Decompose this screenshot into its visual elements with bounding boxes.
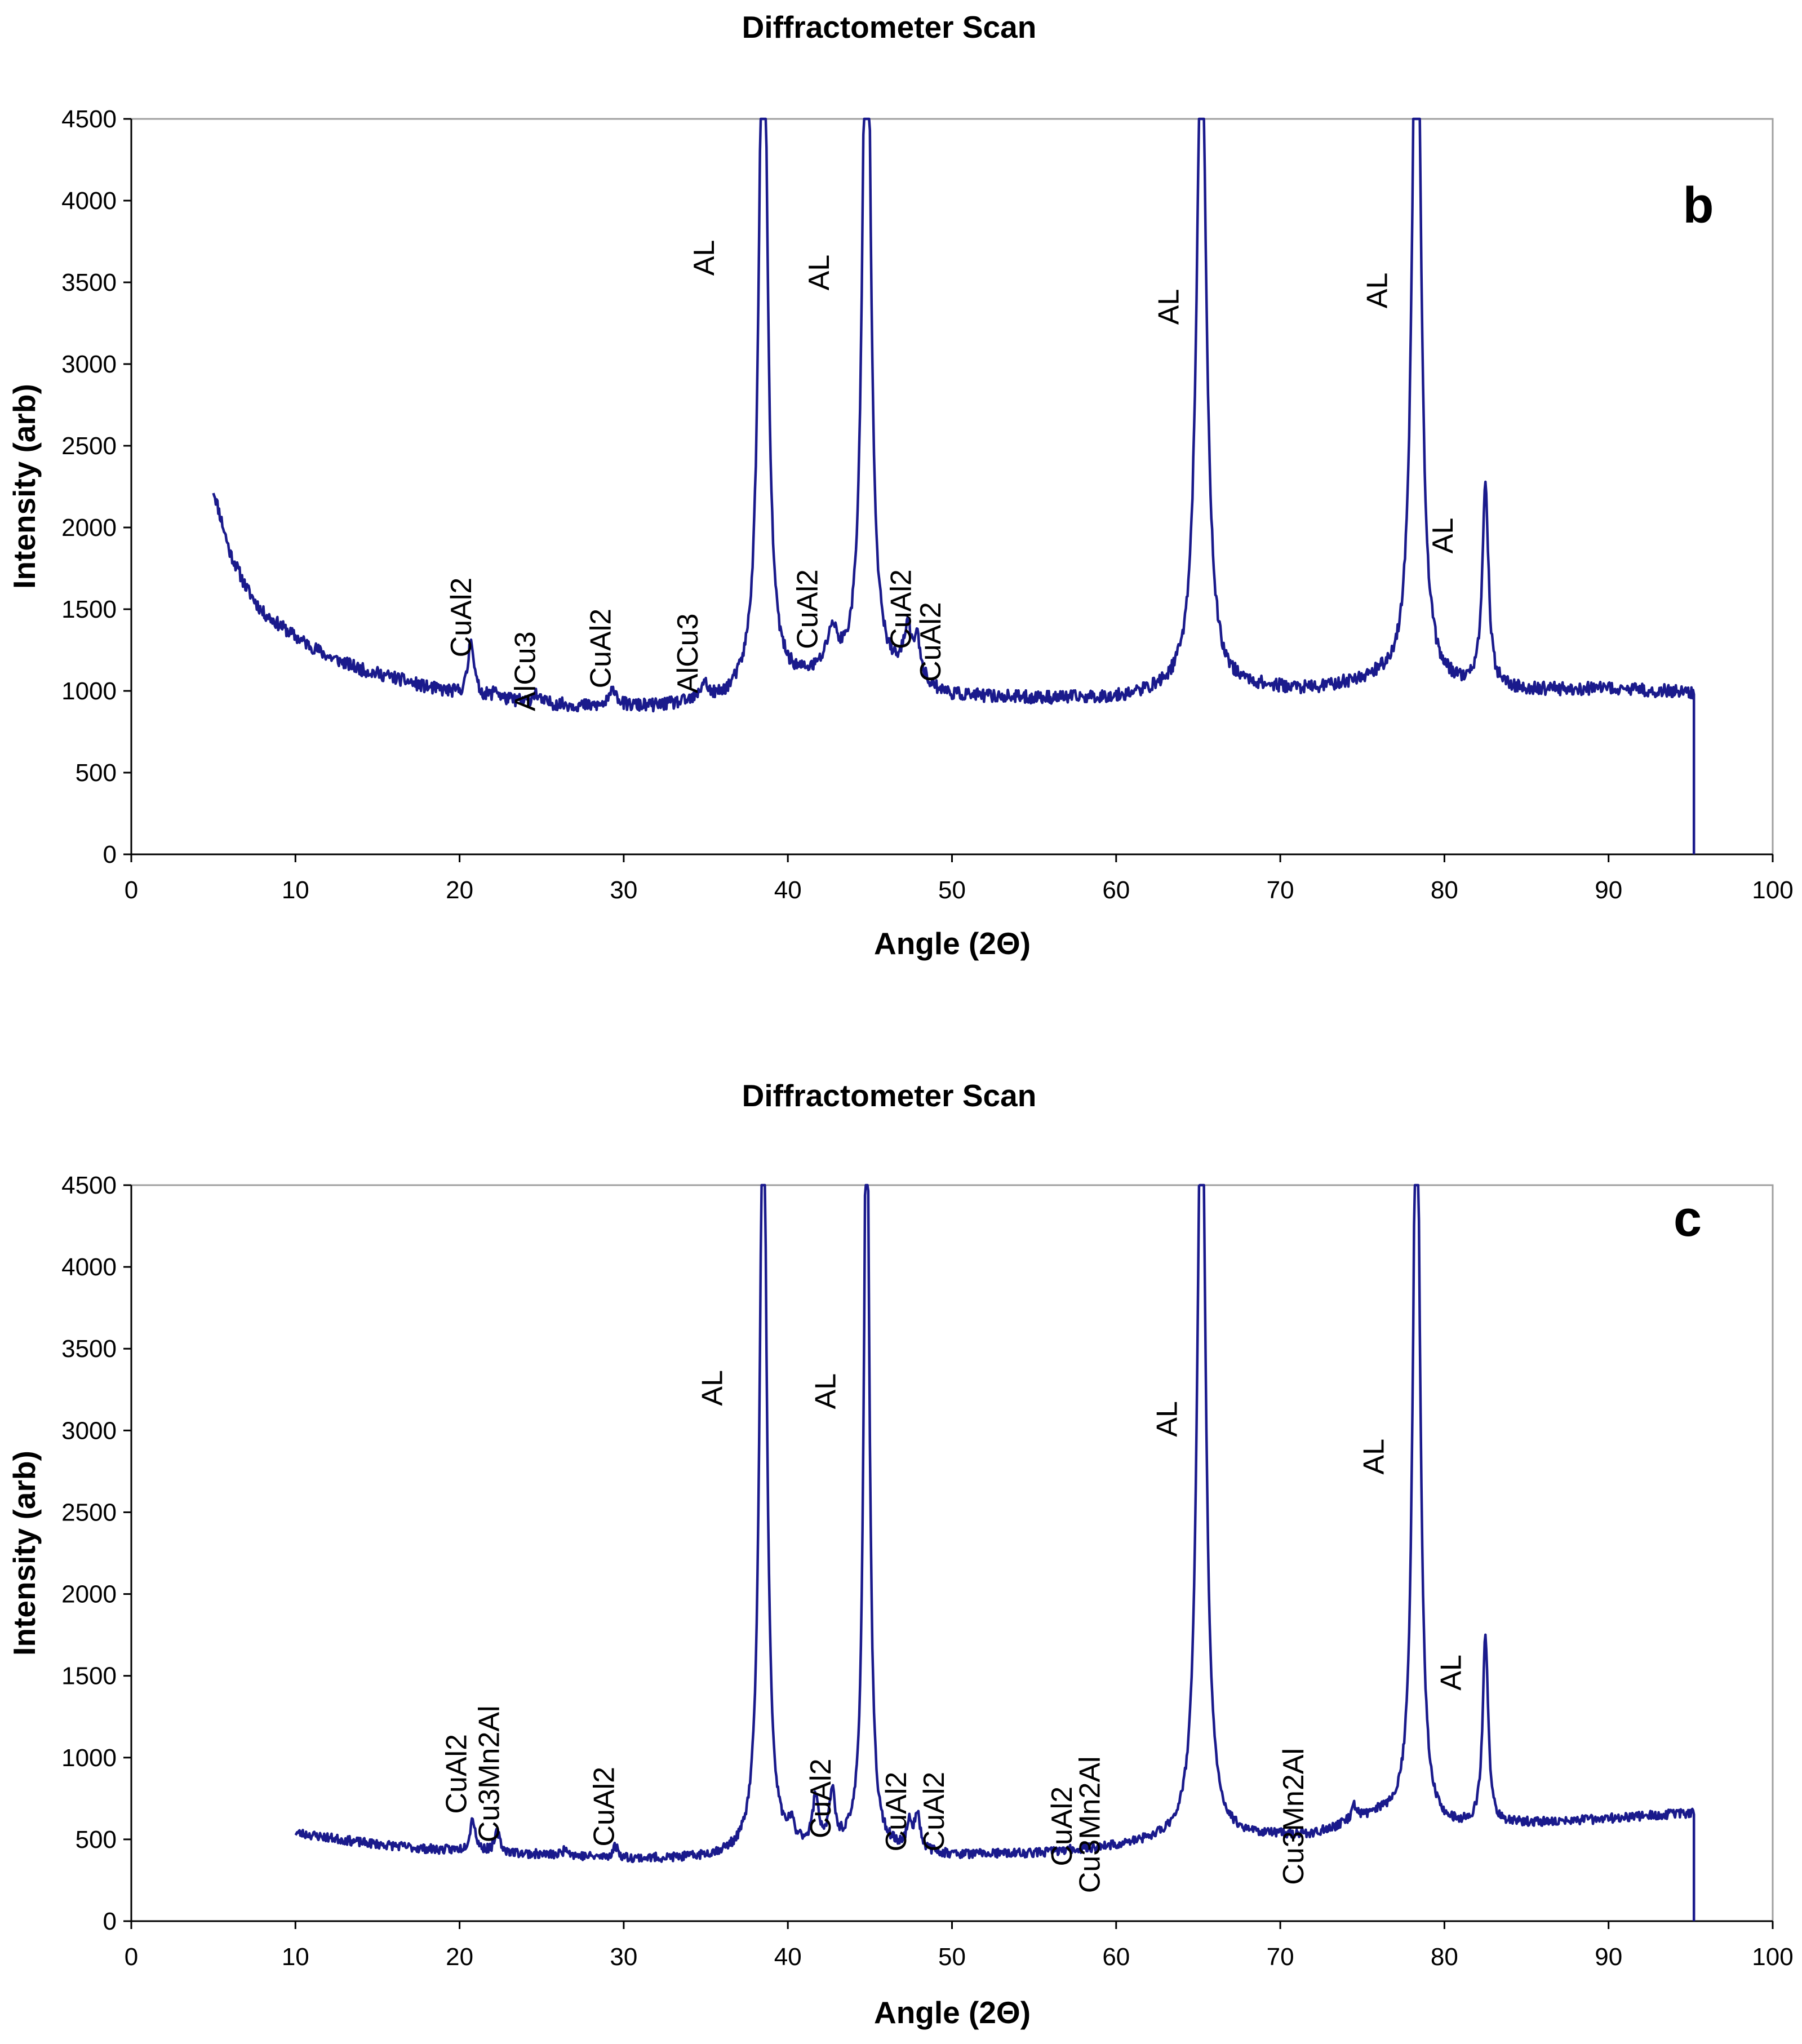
y-tick-label: 4500 (61, 1172, 117, 1199)
y-tick-label: 500 (76, 1826, 117, 1854)
y-ticks-c: 0 500 1000 1500 2000 2500 3000 3500 4000 4500 (61, 1172, 131, 1935)
x-tick-label: 40 (774, 876, 802, 904)
peak-label: AL (1435, 1655, 1468, 1691)
x-tick-label: 80 (1431, 1943, 1458, 1971)
chart-panel-b: Diffractometer Scan 05001000150020002500… (7, 10, 1794, 961)
x-tick-label: 50 (938, 876, 966, 904)
series-line-c (294, 1183, 1696, 1921)
panel-letter-c: c (1674, 1191, 1702, 1247)
peak-label: AL (696, 1370, 729, 1406)
series-line-b (212, 117, 1696, 854)
peak-label: AL (1361, 273, 1393, 309)
y-axis-title-b: Intensity (arb) (7, 384, 42, 589)
x-tick-label: 90 (1595, 876, 1622, 904)
chart-title-c: Diffractometer Scan (742, 1078, 1037, 1113)
x-ticks-b: 0 10 20 30 40 50 60 70 80 90 100 (125, 854, 1794, 904)
x-axis-title-b: Angle (2Θ) (874, 926, 1031, 961)
y-tick-label: 0 (103, 841, 117, 868)
peak-label: AL (1151, 1401, 1184, 1437)
x-axis-title-c: Angle (2Θ) (874, 1995, 1031, 2030)
peak-label: AL (803, 255, 836, 291)
peak-label: CuAl2 (1046, 1786, 1078, 1866)
peak-label: AlCu3 (672, 613, 704, 693)
x-tick-label: 20 (446, 876, 473, 904)
panel-letter-b: b (1683, 178, 1714, 234)
peak-label: Cu3Mn2Al (1074, 1756, 1107, 1893)
y-tick-label: 2000 (61, 1581, 117, 1608)
peak-label: CuAl2 (588, 1767, 620, 1847)
y-tick-label: 3000 (61, 351, 117, 378)
x-tick-label: 0 (125, 876, 138, 904)
x-tick-label: 30 (610, 876, 637, 904)
x-tick-label: 50 (938, 1943, 966, 1971)
x-tick-label: 90 (1595, 1943, 1622, 1971)
y-tick-label: 2500 (61, 432, 117, 460)
y-tick-label: 4000 (61, 1253, 117, 1281)
y-ticks-b: 0 500 1000 1500 2000 2500 3000 3500 4000 4500 (61, 105, 131, 868)
y-tick-label: 3500 (61, 269, 117, 296)
peak-label: CuAl2 (792, 569, 824, 649)
peak-label: AlCu3 (509, 631, 542, 711)
peak-label: CuAl2 (915, 602, 947, 682)
x-tick-label: 30 (610, 1943, 637, 1971)
x-tick-label: 80 (1431, 876, 1458, 904)
y-tick-label: 1500 (61, 1662, 117, 1690)
x-tick-label: 100 (1752, 1943, 1793, 1971)
x-tick-label: 100 (1752, 876, 1793, 904)
peak-label: AL (1358, 1439, 1391, 1475)
peak-label: Cu3Mn2Al (1277, 1748, 1310, 1885)
y-tick-label: 3000 (61, 1417, 117, 1444)
y-tick-label: 1000 (61, 1744, 117, 1772)
peak-label: AL (1427, 518, 1459, 554)
peak-label: CuAl2 (880, 1772, 913, 1852)
x-tick-label: 60 (1102, 1943, 1130, 1971)
peak-label: CuAl2 (885, 569, 918, 649)
x-tick-label: 10 (282, 876, 309, 904)
y-tick-label: 2000 (61, 514, 117, 542)
x-tick-label: 10 (282, 1943, 309, 1971)
y-tick-label: 2500 (61, 1498, 117, 1526)
y-tick-label: 4000 (61, 187, 117, 215)
peak-label: CuAl2 (918, 1772, 951, 1852)
peak-label: Cu3Mn2Al (473, 1705, 506, 1842)
y-tick-label: 1500 (61, 596, 117, 623)
y-tick-label: 1000 (61, 677, 117, 705)
x-tick-label: 20 (446, 1943, 473, 1971)
peak-label: CuAl2 (805, 1758, 837, 1838)
x-tick-label: 0 (125, 1943, 138, 1971)
x-ticks-c: 0 10 20 30 40 50 60 70 80 90 100 (125, 1921, 1794, 1971)
x-tick-label: 70 (1267, 1943, 1294, 1971)
chart-title-b: Diffractometer Scan (742, 10, 1037, 45)
y-axis-title-c: Intensity (arb) (7, 1451, 42, 1656)
chart-panel-c: Diffractometer Scan 05001000150020002500… (7, 1078, 1794, 2030)
peak-label: CuAl2 (585, 609, 618, 689)
y-tick-label: 4500 (61, 105, 117, 133)
y-tick-label: 0 (103, 1908, 117, 1935)
peak-label: CuAl2 (440, 1734, 473, 1814)
peak-label: CuAl2 (445, 578, 478, 658)
y-tick-label: 500 (76, 759, 117, 787)
x-tick-label: 70 (1267, 876, 1294, 904)
x-tick-label: 60 (1102, 876, 1130, 904)
peak-label: AL (1153, 289, 1186, 325)
peak-label: AL (810, 1373, 842, 1409)
x-tick-label: 40 (774, 1943, 802, 1971)
peak-label: AL (688, 240, 721, 276)
y-tick-label: 3500 (61, 1335, 117, 1363)
